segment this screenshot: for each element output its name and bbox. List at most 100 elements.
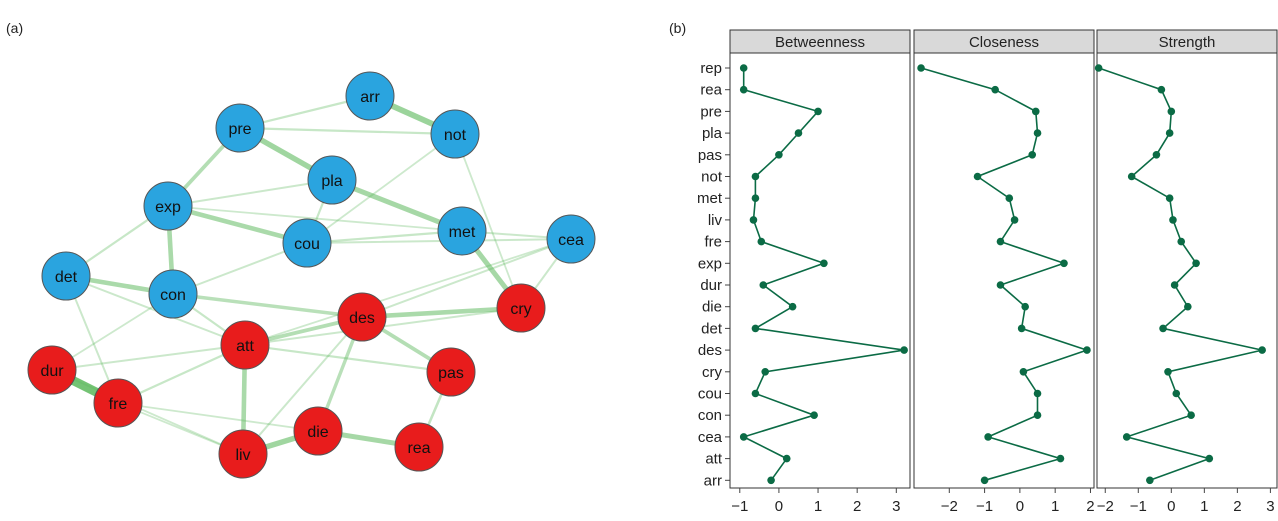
point-strength-con <box>1187 411 1195 420</box>
node-circle-die <box>293 406 343 456</box>
point-closeness-det <box>1017 324 1026 333</box>
point-betweenness-rep <box>739 64 748 72</box>
node-not: not <box>430 109 480 159</box>
point-betweenness-con <box>810 411 818 420</box>
point-strength-det <box>1159 324 1167 333</box>
point-closeness-cry <box>1019 368 1028 376</box>
point-closeness-cea <box>984 433 992 441</box>
node-label-pla: pla <box>321 173 342 190</box>
x-tick-label: 1 <box>814 498 822 515</box>
node-pas: pas <box>426 347 476 397</box>
node-circle-liv <box>218 429 268 479</box>
y-tick-label-pas: pas <box>698 147 722 164</box>
x-tick-label: −1 <box>1130 498 1147 515</box>
point-closeness-des <box>1083 346 1091 354</box>
point-closeness-rep <box>917 64 925 72</box>
edge-pre-not <box>238 126 457 136</box>
network-nodes: arr not pre pla exp met cea cou det con des cry att d… <box>27 71 596 479</box>
node-label-not: not <box>444 127 467 144</box>
point-strength-arr <box>1146 476 1154 485</box>
point-closeness-pas <box>1028 151 1037 159</box>
node-label-pas: pas <box>438 365 464 382</box>
node-exp: exp <box>143 181 193 231</box>
edge-des-cea <box>361 238 572 318</box>
node-des: des <box>337 292 387 342</box>
x-tick-label: 0 <box>1016 498 1024 515</box>
point-closeness-not <box>973 172 982 181</box>
x-tick-label: −1 <box>976 498 993 515</box>
node-circle-rea <box>394 422 444 472</box>
y-tick-label-arr: arr <box>704 472 722 489</box>
node-cea: cea <box>546 214 596 264</box>
point-strength-rea <box>1157 85 1166 94</box>
point-strength-not <box>1127 172 1136 181</box>
point-closeness-att <box>1056 454 1065 463</box>
edge-dur-att <box>51 344 246 371</box>
y-tick-label-exp: exp <box>698 255 722 272</box>
point-betweenness-fre <box>757 237 766 246</box>
node-circle-des <box>337 292 387 342</box>
series-line-betweenness <box>741 68 905 481</box>
edge-des-cry <box>359 305 524 320</box>
point-betweenness-dur <box>759 281 768 289</box>
node-fre: fre <box>93 378 143 428</box>
point-betweenness-liv <box>749 216 758 224</box>
y-tick-label-cou: cou <box>698 386 722 403</box>
y-tick-label-fre: fre <box>704 234 722 251</box>
x-tick-label: 2 <box>1086 498 1094 515</box>
node-label-cou: cou <box>294 236 320 253</box>
node-circle-exp <box>143 181 193 231</box>
node-pre: pre <box>215 103 265 153</box>
point-betweenness-not <box>751 172 760 181</box>
y-tick-label-die: die <box>702 299 722 316</box>
point-strength-cea <box>1122 433 1131 441</box>
point-betweenness-rea <box>739 85 748 94</box>
edge-con-des <box>171 292 364 319</box>
network-graph: arr not pre pla exp met cea cou det con des cry att d… <box>27 71 596 479</box>
point-betweenness-det <box>751 324 760 333</box>
series-line-strength <box>1098 67 1263 482</box>
x-tick-label: 2 <box>853 498 861 515</box>
node-met: met <box>437 206 487 256</box>
point-strength-pre <box>1167 107 1176 116</box>
node-label-des: des <box>349 310 375 327</box>
point-betweenness-arr <box>767 476 775 485</box>
point-betweenness-die <box>788 302 797 311</box>
node-circle-att <box>220 320 270 370</box>
x-tick-label: 1 <box>1051 498 1059 515</box>
point-strength-liv <box>1169 216 1177 224</box>
y-tick-label-dur: dur <box>700 277 722 294</box>
y-tick-label-pla: pla <box>702 125 723 142</box>
y-tick-label-pre: pre <box>700 103 722 120</box>
point-strength-exp <box>1192 259 1200 268</box>
panel-a-label: (a) <box>6 20 24 36</box>
node-label-con: con <box>160 287 186 304</box>
node-circle-det <box>41 251 91 301</box>
node-att: att <box>220 320 270 370</box>
point-closeness-die <box>1021 302 1029 311</box>
point-closeness-met <box>1005 194 1014 202</box>
node-circle-con <box>148 269 198 319</box>
node-circle-cou <box>282 218 332 268</box>
edge-cea-att <box>244 238 572 346</box>
point-strength-pas <box>1152 151 1161 159</box>
x-tick-label: 3 <box>1266 498 1274 515</box>
node-label-met: met <box>449 224 476 241</box>
point-strength-dur <box>1170 281 1179 289</box>
node-label-det: det <box>55 269 78 286</box>
x-tick-label: 0 <box>1167 498 1175 515</box>
point-closeness-fre <box>996 237 1005 246</box>
node-rea: rea <box>394 422 444 472</box>
point-closeness-pla <box>1033 129 1042 137</box>
centrality-chart: rep rea pre pla pas not met liv fre exp dur die det d… <box>697 29 1278 515</box>
point-strength-pla <box>1165 129 1174 137</box>
point-betweenness-pas <box>775 151 783 159</box>
facet-closeness: Closeness −2 −1 0 1 2 <box>913 29 1095 515</box>
point-strength-att <box>1205 454 1214 463</box>
node-circle-fre <box>93 378 143 428</box>
node-label-liv: liv <box>235 447 250 464</box>
point-strength-met <box>1165 194 1174 202</box>
y-tick-label-met: met <box>697 190 723 207</box>
x-tick-label: −2 <box>941 498 958 515</box>
node-circle-pla <box>307 155 357 205</box>
